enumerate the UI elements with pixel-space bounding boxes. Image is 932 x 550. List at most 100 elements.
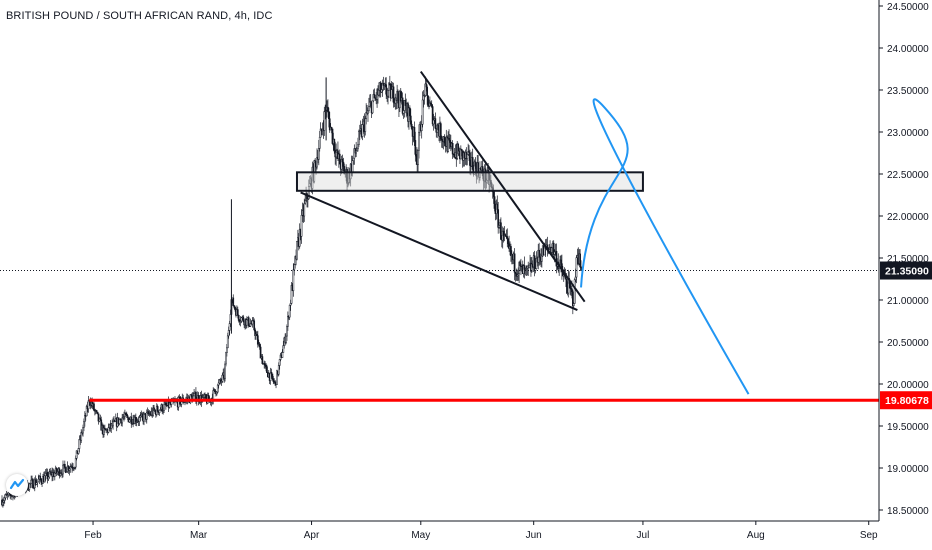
- candle: [381, 79, 384, 97]
- candle: [153, 404, 155, 414]
- support-level-label: 19.80678: [880, 391, 932, 410]
- candle: [513, 248, 516, 281]
- candle: [447, 131, 449, 153]
- candle: [460, 148, 463, 157]
- candle: [490, 174, 492, 188]
- candle: [278, 359, 281, 370]
- candle: [225, 351, 227, 367]
- candle: [368, 97, 370, 113]
- candle: [394, 93, 397, 110]
- candle: [276, 369, 278, 385]
- candle: [346, 167, 348, 191]
- candle: [251, 317, 254, 328]
- candle: [143, 411, 145, 426]
- candle: [409, 108, 412, 127]
- candle: [128, 418, 131, 424]
- candle: [390, 81, 393, 99]
- candle: [216, 383, 219, 394]
- candle: [266, 364, 268, 373]
- candle: [58, 467, 61, 479]
- svg-text:21.35090: 21.35090: [885, 266, 929, 278]
- candle: [214, 389, 216, 393]
- candle: [466, 153, 469, 166]
- candle: [426, 84, 429, 105]
- candle: [53, 470, 56, 481]
- candle: [224, 361, 226, 382]
- candle: [421, 91, 424, 128]
- candle: [364, 115, 367, 136]
- candle: [541, 248, 543, 268]
- candle: [290, 282, 293, 305]
- candle: [327, 99, 329, 113]
- candle: [497, 201, 500, 234]
- price-tick-label: 24.00000: [887, 44, 929, 55]
- candle: [163, 400, 165, 414]
- candle: [417, 147, 419, 172]
- candle: [259, 344, 262, 359]
- candle: [429, 96, 431, 107]
- candle: [484, 163, 487, 190]
- candle: [404, 93, 407, 106]
- time-tick-label: Aug: [747, 530, 765, 541]
- current-price-label: 21.35090: [880, 261, 932, 280]
- candle: [158, 409, 161, 416]
- candle: [126, 413, 129, 421]
- candle: [323, 106, 326, 136]
- candle: [571, 289, 574, 315]
- candle: [39, 472, 42, 481]
- candle: [112, 417, 114, 430]
- candle: [420, 115, 423, 139]
- time-tick-label: Sep: [860, 530, 878, 541]
- drawings-layer: [0, 70, 879, 402]
- candle: [579, 249, 581, 268]
- time-tick-label: Feb: [84, 530, 102, 541]
- candle: [552, 240, 555, 259]
- candle: [147, 409, 150, 417]
- price-axis[interactable]: 18.50000 19.00000 19.50000 20.00000 20.50000…: [878, 0, 932, 550]
- candle: [460, 145, 462, 160]
- candle: [555, 243, 558, 274]
- candle: [481, 157, 484, 180]
- candle: [580, 260, 582, 271]
- candle: [317, 139, 320, 166]
- candle: [353, 144, 356, 165]
- candle: [379, 80, 382, 98]
- resistance-zone[interactable]: [295, 171, 644, 192]
- time-axis[interactable]: Feb Mar Apr May Jun Jul Aug Sep: [0, 520, 879, 541]
- candle: [281, 349, 284, 358]
- candle: [4, 493, 7, 500]
- candle: [161, 403, 164, 414]
- time-tick-label: Mar: [190, 530, 208, 541]
- tradingview-logo-icon[interactable]: [6, 474, 28, 496]
- candle: [418, 124, 420, 159]
- candle: [177, 395, 180, 411]
- price-tick-label: 22.50000: [887, 170, 929, 181]
- logo-mark: [8, 476, 26, 494]
- candles-series: [1, 75, 582, 508]
- candle: [573, 278, 576, 304]
- price-tick-label: 19.50000: [887, 422, 929, 433]
- candle: [534, 261, 537, 274]
- projection-curve[interactable]: [580, 98, 750, 395]
- candle: [226, 343, 228, 357]
- candle: [36, 480, 39, 488]
- candle: [471, 148, 474, 173]
- price-tick-label: 20.50000: [887, 338, 929, 349]
- candle: [527, 261, 530, 276]
- wedge-upper-line[interactable]: [419, 70, 586, 303]
- candle: [286, 324, 288, 341]
- time-tick-label: Jun: [526, 530, 542, 541]
- candle: [156, 404, 159, 412]
- candle: [373, 88, 376, 99]
- time-tick-label: Apr: [304, 530, 320, 541]
- wedge-lower-line[interactable]: [300, 191, 578, 312]
- time-tick-label: May: [411, 530, 430, 541]
- price-tick-label: 23.50000: [887, 86, 929, 97]
- candle: [449, 134, 452, 152]
- candle: [75, 450, 78, 461]
- price-tick-label: 18.50000: [887, 506, 929, 517]
- candle: [96, 411, 99, 415]
- candle: [232, 294, 235, 307]
- candle: [242, 314, 245, 323]
